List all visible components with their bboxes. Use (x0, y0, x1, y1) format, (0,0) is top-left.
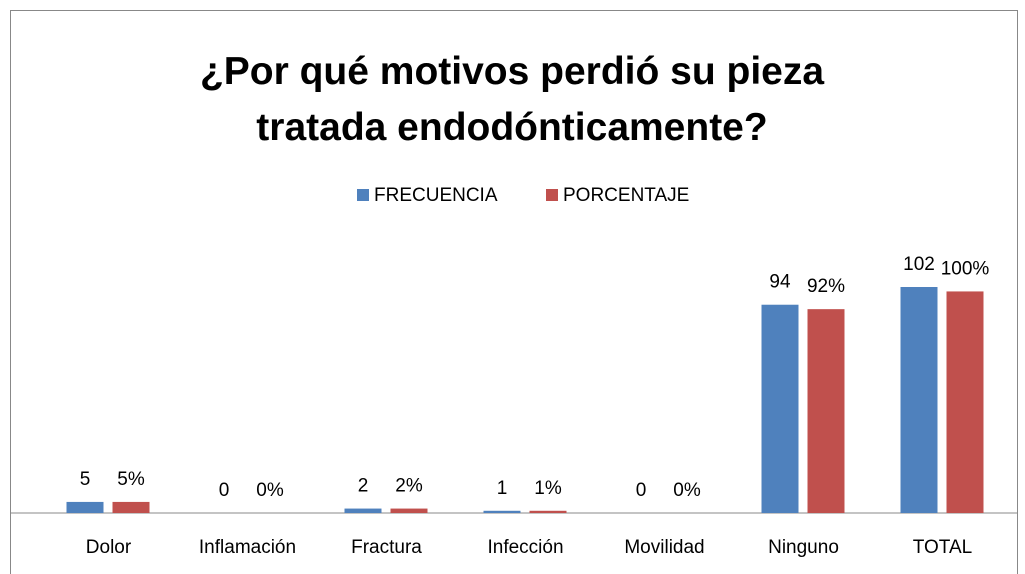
bar (344, 508, 382, 513)
data-label: 1% (534, 478, 562, 499)
legend-swatch (546, 189, 558, 201)
x-tick-label: Dolor (86, 537, 132, 558)
data-label: 5% (117, 469, 145, 490)
data-label: 92% (807, 276, 845, 297)
bar (112, 501, 150, 513)
data-label: 5 (80, 469, 91, 490)
chart-frame (10, 10, 1018, 574)
data-label: 0% (673, 480, 701, 501)
bar (900, 287, 938, 513)
data-label: 2% (395, 476, 423, 497)
legend-swatch (357, 189, 369, 201)
data-label: 1 (497, 478, 508, 499)
bar (66, 501, 104, 513)
bar (761, 304, 799, 513)
bar (946, 291, 984, 513)
x-tick-label: Movilidad (624, 537, 704, 558)
bar (529, 510, 567, 513)
data-label: 2 (358, 476, 369, 497)
bar (807, 309, 845, 513)
data-label: 100% (941, 258, 990, 279)
chart-title: ¿Por qué motivos perdió su pieza tratada… (199, 50, 825, 149)
x-tick-label: TOTAL (913, 537, 972, 558)
x-tick-label: Inflamación (199, 537, 296, 558)
legend-label: PORCENTAJE (563, 185, 689, 206)
data-label: 0 (636, 480, 647, 501)
data-label: 0 (219, 480, 230, 501)
x-tick-label: Infección (487, 537, 563, 558)
bar (390, 508, 428, 513)
bar (483, 510, 521, 513)
data-label: 0% (256, 480, 284, 501)
data-label: 102 (903, 254, 935, 275)
x-tick-label: Ninguno (768, 537, 839, 558)
data-label: 94 (769, 272, 791, 293)
x-tick-label: Fractura (351, 537, 422, 558)
legend-label: FRECUENCIA (374, 185, 498, 206)
